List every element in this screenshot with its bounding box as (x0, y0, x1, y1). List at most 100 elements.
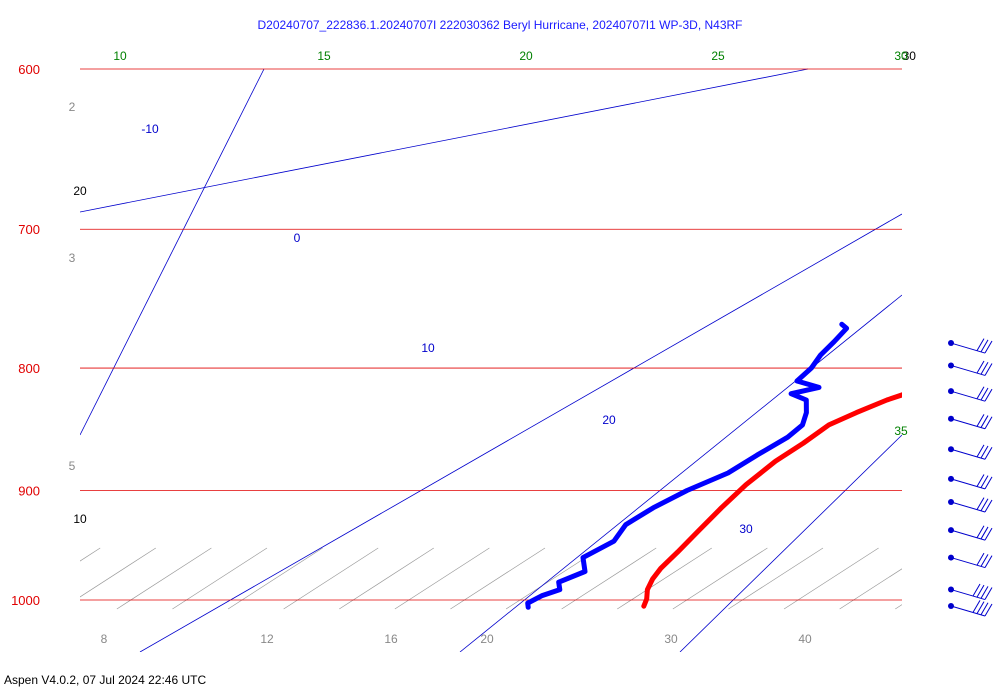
wind-barb-flag (984, 340, 993, 354)
mixing-ratio-label: 30 (739, 522, 753, 536)
moist-adiabat-label: 35 (894, 424, 908, 438)
wind-barb-flag (980, 602, 989, 616)
wind-barb-flag (976, 474, 985, 487)
isotherm-line (339, 547, 434, 610)
isotherm-label: 12 (260, 632, 274, 646)
moist-adiabat-label: 15 (317, 49, 331, 63)
wind-barb-staff (950, 605, 986, 617)
wind-barb-flag (976, 444, 985, 458)
isotherm-line (172, 547, 268, 610)
wind-barb-flag (984, 476, 993, 490)
isobar-label: 1000 (11, 593, 40, 608)
wind-barb-flag (984, 363, 993, 376)
isotherm-line (895, 604, 902, 610)
wind-barb-flag (972, 600, 981, 613)
wind-barb-flag (984, 603, 993, 617)
isotherm-line (283, 547, 379, 610)
wind-barb-staff (950, 478, 986, 490)
mixing-ratio-line (80, 68, 809, 213)
isotherm-line (80, 547, 101, 562)
wind-barb-staff (950, 448, 986, 460)
isotherm-label: 40 (798, 632, 812, 646)
isotherm-label: 30 (664, 632, 678, 646)
wind-barb-flag (984, 555, 993, 568)
isotherm-line (80, 547, 156, 598)
wind-barb-staff (950, 529, 986, 541)
mixing-ratio-label: 10 (421, 341, 435, 355)
wind-barb-flag (972, 583, 981, 597)
wind-barb-flag (984, 416, 993, 430)
mixing-ratio-line (459, 294, 902, 652)
wind-barb-staff (950, 589, 986, 601)
wind-barb-flag (984, 446, 993, 460)
wind-barb-flag (984, 587, 993, 600)
isotherm-line (561, 547, 657, 610)
wind-barb-flag (980, 387, 989, 401)
wind-barb-flag (984, 388, 993, 402)
wind-barb-staff (950, 501, 986, 513)
wind-barb-flag (980, 415, 989, 428)
wind-barbs (948, 338, 993, 617)
isotherm-line (116, 547, 212, 610)
wind-barb-flag (976, 360, 985, 374)
isobar-label: 900 (18, 483, 40, 498)
wind-barb-flag (980, 361, 989, 375)
dry-adiabat-label: 20 (73, 184, 87, 198)
mixing-ratio-line (139, 213, 902, 652)
wind-barb-flag (976, 601, 985, 614)
isotherm-line (728, 547, 824, 610)
wind-barb-flag (980, 526, 989, 540)
wind-barb-flag (980, 498, 989, 512)
isotherm-line (783, 547, 879, 610)
wind-barb-flag (980, 445, 989, 459)
isotherm-lines (80, 547, 902, 610)
wind-barb-flag (976, 338, 985, 351)
wind-barb-staff (950, 342, 986, 354)
mixing-ratio-line (679, 434, 902, 652)
sounding-profiles (525, 321, 902, 610)
isotherm-line (617, 547, 712, 610)
wind-barb-flag (976, 414, 985, 427)
wind-barb-flag (976, 386, 985, 400)
wind-barb-flag (980, 554, 989, 567)
isotherm-line (839, 568, 902, 610)
chart-title: D20240707_222836.1.20240707I 222030362 B… (257, 18, 743, 32)
mixing-ratio-label: -10 (141, 122, 159, 136)
wind-barb-flag (980, 586, 989, 599)
wind-barb-flag (976, 552, 985, 566)
isotherm-label: 20 (480, 632, 494, 646)
mixing-ratio-lines (80, 68, 902, 652)
wind-barb-flag (976, 525, 985, 538)
dewpoint-profile-line (525, 321, 850, 610)
wind-barb-flag (980, 339, 989, 353)
wind-barb-staff (950, 364, 986, 376)
footer-version: Aspen V4.0.2, 07 Jul 2024 22:46 UTC (4, 673, 207, 687)
mixing-ratio-label: 20 (602, 413, 616, 427)
wind-barb-flag (980, 475, 989, 488)
wind-barb-flag (976, 497, 985, 510)
moist-adiabat-label: 30 (894, 49, 908, 63)
wind-barb-staff (950, 418, 986, 430)
isotherm-line (394, 547, 490, 610)
isotherm-label: 8 (101, 632, 108, 646)
isobar-lines (80, 68, 902, 601)
isotherm-line (227, 547, 323, 610)
temperature-profile-line (641, 392, 902, 609)
wind-barb-staff (950, 557, 986, 569)
wind-barb-staff (950, 390, 986, 402)
mixing-ratio-label: 0 (294, 231, 301, 245)
wind-barb-flag (976, 584, 985, 598)
isobar-label: 700 (18, 222, 40, 237)
wind-barb-flag (984, 499, 993, 513)
left-axis-label: 3 (69, 251, 76, 265)
isotherm-label: 16 (384, 632, 398, 646)
left-axis-label: 2 (69, 100, 76, 114)
isobar-label: 600 (18, 62, 40, 77)
moist-adiabat-label: 10 (113, 49, 127, 63)
isobar-label: 800 (18, 361, 40, 376)
left-axis-label: 5 (69, 459, 76, 473)
dry-adiabat-label: 30 (903, 49, 917, 63)
dry-adiabat-label: 10 (73, 512, 87, 526)
isotherm-line (450, 547, 546, 610)
